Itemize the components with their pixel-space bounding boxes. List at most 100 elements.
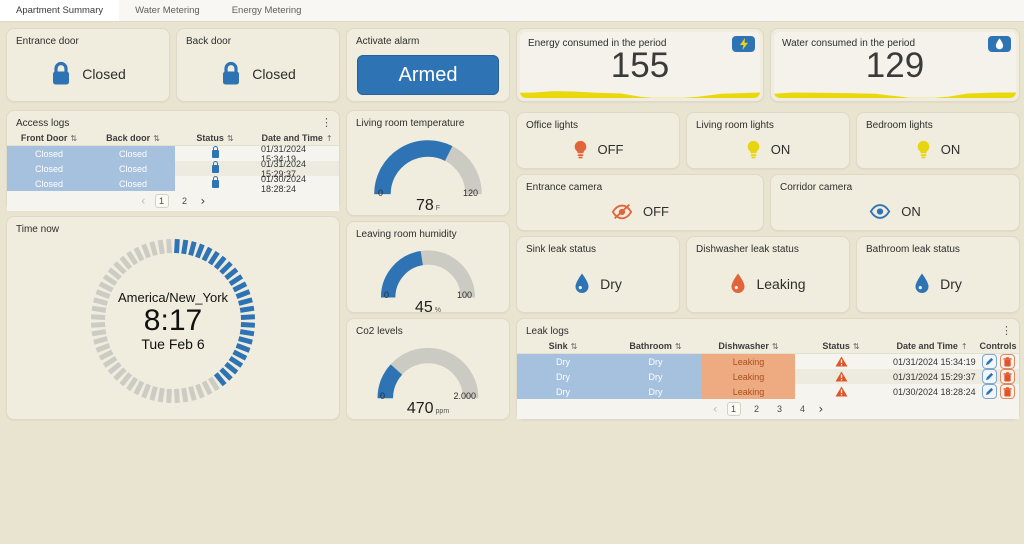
card-title: Back door: [186, 36, 232, 47]
gauge-max: 120: [462, 187, 478, 198]
energy-sparkline: [520, 85, 760, 98]
gauge-max: 2.000: [453, 391, 476, 402]
bedroom-lights-card: Bedroom lights ON: [856, 112, 1020, 169]
bulb-icon: [573, 140, 588, 160]
camera-state: ON: [901, 204, 921, 219]
co2-gauge: [368, 341, 488, 406]
col-date-time[interactable]: Date and Time ↑: [896, 341, 968, 351]
lock-status-icon: [211, 175, 219, 188]
card-title: Access logs: [16, 118, 70, 129]
delete-button[interactable]: [999, 369, 1015, 384]
page-1[interactable]: 1: [726, 402, 741, 416]
light-state: ON: [770, 142, 791, 157]
col-dishwasher[interactable]: Dishwasher ⇅: [718, 341, 779, 351]
water-drop-icon: [730, 273, 746, 294]
door-state: Closed: [82, 66, 126, 82]
col-status[interactable]: Status ⇅: [822, 341, 860, 351]
sort-icon: ⇅: [852, 341, 860, 351]
delete-button[interactable]: [999, 384, 1015, 399]
sort-icon: ⇅: [226, 133, 234, 143]
co2-unit: ppm: [435, 408, 450, 416]
energy-consumed-card: Energy consumed in the period 155: [516, 28, 764, 102]
table-row: Dry Dry Leaking 01/31/2024 15:34:19: [517, 354, 1019, 369]
humidity-gauge: [372, 244, 484, 305]
table-row: Dry Dry Leaking 01/30/2024 18:28:24: [517, 384, 1019, 399]
tab-bar: Apartment Summary Water Metering Energy …: [0, 0, 1024, 22]
energy-value: 155: [610, 46, 670, 85]
col-bathroom[interactable]: Bathroom ⇅: [629, 341, 682, 351]
leak-state: Dry: [940, 275, 962, 292]
col-status[interactable]: Status ⇅: [196, 133, 234, 143]
page-2[interactable]: 2: [181, 196, 187, 206]
gauge-max: 100: [456, 290, 472, 301]
prev-page-icon[interactable]: ‹: [140, 194, 146, 208]
sort-icon: ⇅: [570, 341, 578, 351]
gauge-min: 0: [378, 187, 384, 198]
pagination: ‹ 1 2 ›: [7, 191, 339, 211]
leak-state: Leaking: [756, 275, 806, 292]
tab-energy-metering[interactable]: Energy Metering: [231, 5, 302, 16]
card-title: Activate alarm: [356, 36, 420, 47]
time-now-card: Time now America/New_York 8:17 Tue Feb 6: [6, 216, 340, 420]
more-menu-icon[interactable]: ⋮: [1001, 324, 1012, 337]
humidity-unit: %: [434, 307, 442, 315]
access-logs-table: Front Door ⇅ Back door ⇅ Status ⇅ Date and …: [7, 131, 339, 211]
gauge-min: 0: [380, 391, 386, 402]
card-title: Bedroom lights: [866, 120, 933, 131]
lock-status-icon: [211, 145, 219, 158]
next-page-icon[interactable]: ›: [200, 194, 206, 208]
lightning-icon: [732, 36, 755, 52]
water-sparkline: [774, 85, 1016, 98]
edit-button[interactable]: [981, 369, 997, 384]
warning-icon: [835, 356, 848, 367]
col-back-door[interactable]: Back door ⇅: [106, 133, 160, 143]
eye-off-icon: [611, 203, 633, 220]
page-4[interactable]: 4: [799, 404, 805, 414]
tab-water-metering[interactable]: Water Metering: [135, 5, 200, 16]
entrance-door-card: Entrance door Closed: [6, 28, 170, 102]
activate-alarm-card: Activate alarm Armed: [346, 28, 510, 102]
water-drop-icon: [914, 273, 930, 294]
edit-button[interactable]: [981, 354, 997, 369]
card-title: Corridor camera: [780, 182, 853, 193]
lock-status-icon: [211, 160, 219, 173]
card-title: Entrance camera: [526, 182, 603, 193]
leak-logs-table: Sink ⇅ Bathroom ⇅ Dishwasher ⇅ Status ⇅ Date…: [517, 339, 1019, 419]
card-title: Leaving room humidity: [356, 229, 457, 240]
more-menu-icon[interactable]: ⋮: [321, 116, 332, 129]
humidity-card: Leaving room humidity 0 100 45%: [346, 221, 510, 316]
living-room-lights-card: Living room lights ON: [686, 112, 850, 169]
bulb-icon: [746, 140, 761, 160]
light-state: ON: [940, 142, 961, 157]
temperature-unit: F: [435, 204, 441, 212]
back-door-card: Back door Closed: [176, 28, 340, 102]
sort-icon: ⇅: [153, 133, 160, 143]
temperature-value: 78: [415, 196, 434, 214]
table-row: Closed Closed 01/31/2024 15:29:37: [7, 159, 339, 179]
sort-asc-icon: ↑: [325, 133, 333, 143]
col-date-time[interactable]: Date and Time ↑: [261, 133, 333, 143]
leak-logs-card: Leak logs ⋮ Sink ⇅ Bathroom ⇅ Dishwasher ⇅ …: [516, 318, 1020, 420]
tab-apartment-summary[interactable]: Apartment Summary: [0, 0, 120, 21]
door-state: Closed: [252, 66, 296, 82]
armed-button[interactable]: Armed: [357, 55, 499, 95]
corridor-camera-card: Corridor camera ON: [770, 174, 1020, 231]
card-title: Living room temperature: [356, 118, 465, 129]
col-sink[interactable]: Sink ⇅: [548, 341, 578, 351]
col-controls: Controls: [979, 341, 1017, 351]
co2-value: 470: [406, 400, 434, 418]
sort-icon: ⇅: [674, 341, 682, 351]
prev-page-icon[interactable]: ‹: [712, 402, 718, 416]
next-page-icon[interactable]: ›: [818, 402, 824, 416]
page-2[interactable]: 2: [753, 404, 759, 414]
card-title: Time now: [16, 224, 59, 235]
time-value: 8:17: [143, 303, 203, 337]
delete-button[interactable]: [999, 354, 1015, 369]
card-title: Sink leak status: [526, 244, 597, 255]
page-3[interactable]: 3: [776, 404, 782, 414]
col-front-door[interactable]: Front Door ⇅: [20, 133, 78, 143]
page-1[interactable]: 1: [154, 194, 169, 208]
edit-button[interactable]: [981, 384, 997, 399]
access-logs-card: Access logs ⋮ Front Door ⇅ Back door ⇅ Sta…: [6, 110, 340, 211]
